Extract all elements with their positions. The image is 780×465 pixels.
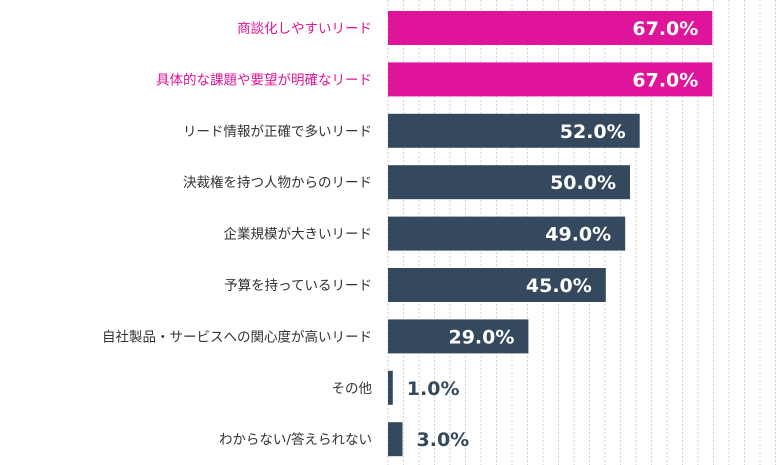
value-label: 50.0% (550, 172, 616, 194)
value-label: 45.0% (526, 275, 592, 297)
value-label: 67.0% (632, 18, 698, 40)
value-labels: 67.0% 67.0% 52.0% 50.0% 49.0% 45.0% 29.0% 1.0% 3… (407, 18, 699, 451)
bar (388, 370, 393, 405)
category-label: 予算を持っているリード (224, 278, 372, 294)
bar (388, 165, 630, 200)
category-label: 決裁権を持つ人物からのリード (183, 174, 372, 191)
category-label: わからない/答えられない (219, 431, 372, 448)
bar (388, 216, 626, 251)
category-label: 具体的な課題や要望が明確なリード (156, 72, 372, 88)
bar (388, 11, 713, 45)
value-label: 49.0% (545, 224, 611, 246)
bars (388, 11, 713, 457)
category-label: 自社製品・サービスへの関心度が高いリード (102, 328, 372, 345)
category-label: リード情報が正確で多いリード (183, 123, 372, 140)
category-label: 企業規模が大きいリード (224, 226, 373, 243)
value-label: 67.0% (632, 69, 698, 91)
category-labels: 商談化しやすいリード具体的な課題や要望が明確なリードリード情報が正確で多いリード… (102, 21, 372, 448)
bar (388, 319, 529, 354)
value-label: 52.0% (560, 121, 626, 143)
value-label: 29.0% (448, 326, 514, 348)
bar (388, 268, 606, 302)
bar (388, 113, 640, 148)
category-label: 商談化しやすいリード (237, 21, 372, 37)
value-label: 3.0% (417, 429, 470, 451)
value-label: 1.0% (407, 378, 460, 400)
category-label: その他 (332, 381, 373, 397)
bar (388, 422, 403, 457)
bar (388, 62, 713, 97)
